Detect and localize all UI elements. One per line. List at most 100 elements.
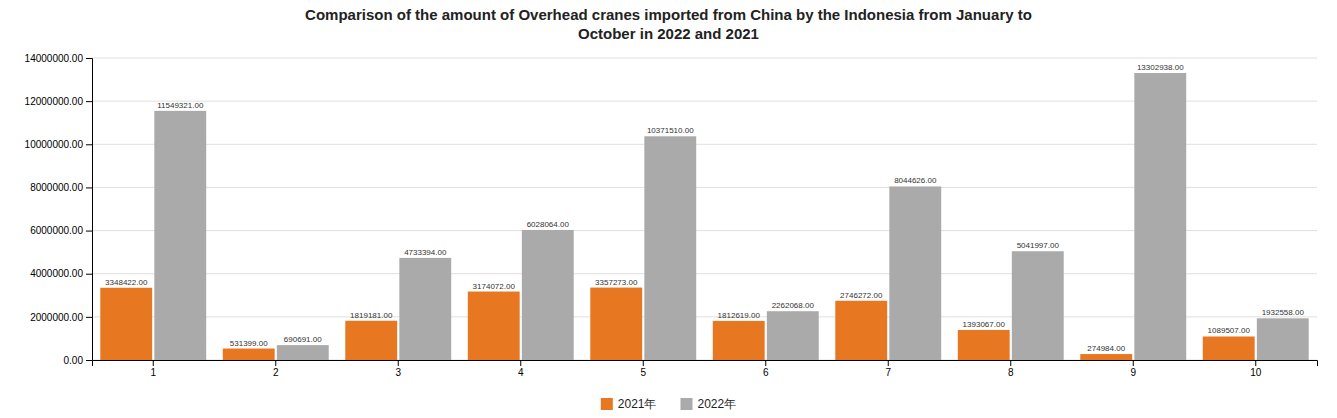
x-tick-label: 7 <box>885 367 891 378</box>
bar <box>1257 318 1309 360</box>
data-label: 3357273.00 <box>595 278 638 287</box>
y-tick: 6000000.00 <box>30 225 92 236</box>
x-tick-mark <box>888 360 889 366</box>
bar <box>590 288 642 360</box>
bars <box>100 73 1308 360</box>
legend-item: 2021年 <box>601 397 657 411</box>
y-axis-line <box>86 59 93 361</box>
x-tick-label: 8 <box>1008 367 1014 378</box>
bar <box>468 292 520 360</box>
data-labels: 3348422.00531399.001819181.003174072.003… <box>105 63 1304 353</box>
data-label: 690691.00 <box>284 335 322 344</box>
y-tick-label: 8000000.00 <box>30 182 83 193</box>
y-tick-mark <box>86 101 92 102</box>
data-label: 1819181.00 <box>350 311 393 320</box>
x-tick-label: 3 <box>395 367 401 378</box>
bar <box>1012 251 1064 360</box>
x-tick-mark <box>643 360 644 366</box>
bar <box>100 288 152 360</box>
grid-line <box>92 187 1317 188</box>
data-label: 2746272.00 <box>840 291 883 300</box>
x-tick-label: 9 <box>1130 367 1136 378</box>
grid-line <box>92 230 1317 231</box>
data-label: 13302938.00 <box>1137 63 1184 72</box>
x-axis: 12345678910 <box>93 360 1318 378</box>
legend-swatch <box>601 398 613 410</box>
bar <box>1080 354 1132 360</box>
x-tick: 9 <box>1130 360 1136 378</box>
bar <box>767 311 819 360</box>
x-tick-mark <box>153 360 154 366</box>
data-label: 5041997.00 <box>1017 241 1060 250</box>
x-tick: 1 <box>150 360 156 378</box>
data-label: 3348422.00 <box>105 278 148 287</box>
x-tick-label: 5 <box>640 367 646 378</box>
bar <box>1203 336 1255 360</box>
y-tick-label: 2000000.00 <box>30 312 83 323</box>
x-tick-mark <box>1010 360 1011 366</box>
legend-label: 2021年 <box>618 397 657 411</box>
bar-series <box>154 73 1308 360</box>
x-tick-label: 4 <box>518 367 524 378</box>
legend-swatch <box>681 398 693 410</box>
y-axis: 0.002000000.004000000.006000000.00800000… <box>25 53 93 366</box>
x-tick-mark <box>1133 360 1134 366</box>
x-tick: 3 <box>395 360 401 378</box>
x-tick-mark <box>275 360 276 366</box>
y-tick-label: 10000000.00 <box>25 139 84 150</box>
y-tick-mark <box>86 144 92 145</box>
grid-line <box>92 144 1317 145</box>
data-label: 1089507.00 <box>1208 326 1251 335</box>
grid-line <box>92 101 1317 102</box>
chart-title-line: October in 2022 and 2021 <box>578 25 759 42</box>
y-tick-mark <box>86 187 92 188</box>
y-tick-mark <box>86 274 92 275</box>
x-tick-mark <box>1255 360 1256 366</box>
x-tick: 8 <box>1008 360 1014 378</box>
y-tick-mark <box>86 360 92 361</box>
bar <box>644 136 696 360</box>
x-axis-line <box>93 361 1318 367</box>
bar <box>399 258 451 360</box>
grid-line <box>92 316 1317 317</box>
x-tick-mark <box>765 360 766 366</box>
y-tick: 14000000.00 <box>25 53 92 64</box>
data-label: 6028064.00 <box>527 220 570 229</box>
bar <box>277 345 329 360</box>
bar <box>345 321 397 360</box>
x-tick: 4 <box>518 360 524 378</box>
x-tick: 5 <box>640 360 646 378</box>
y-tick: 2000000.00 <box>30 312 92 323</box>
y-tick-label: 6000000.00 <box>30 225 83 236</box>
data-label: 1812619.00 <box>718 311 761 320</box>
x-tick-label: 1 <box>150 367 156 378</box>
data-label: 3174072.00 <box>473 282 516 291</box>
x-tick-mark <box>520 360 521 366</box>
y-tick-mark <box>86 317 92 318</box>
legend: 2021年 2022年 <box>601 397 736 411</box>
y-tick-mark <box>86 231 92 232</box>
chart-container: Comparison of the amount of Overhead cra… <box>0 0 1337 418</box>
data-label: 2262068.00 <box>772 301 815 310</box>
bar <box>522 230 574 360</box>
x-tick-label: 10 <box>1250 367 1262 378</box>
chart-title-line: Comparison of the amount of Overhead cra… <box>305 6 1032 23</box>
y-tick: 10000000.00 <box>25 139 92 150</box>
x-tick: 7 <box>885 360 891 378</box>
x-tick-label: 2 <box>273 367 279 378</box>
bar <box>713 321 765 360</box>
x-tick-mark <box>398 360 399 366</box>
chart-svg: Comparison of the amount of Overhead cra… <box>0 0 1337 418</box>
y-tick-label: 12000000.00 <box>25 96 84 107</box>
data-label: 274984.00 <box>1087 344 1125 353</box>
y-tick-mark <box>86 58 92 59</box>
data-label: 11549321.00 <box>157 101 204 110</box>
y-tick: 12000000.00 <box>25 96 92 107</box>
data-label: 4733394.00 <box>404 248 447 257</box>
legend-label: 2022年 <box>698 397 737 411</box>
y-tick: 8000000.00 <box>30 182 92 193</box>
data-label: 1932558.00 <box>1262 308 1305 317</box>
bar <box>958 330 1010 360</box>
data-label: 1393067.00 <box>963 320 1006 329</box>
y-tick: 0.00 <box>64 355 92 366</box>
